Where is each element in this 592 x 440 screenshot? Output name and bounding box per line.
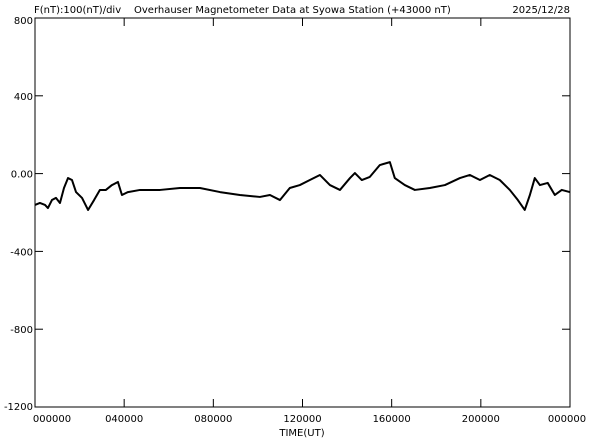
plot-frame bbox=[34, 17, 571, 408]
y-tick-label: -800 bbox=[10, 325, 33, 336]
x-tick-label: 000000 bbox=[33, 414, 71, 425]
x-tick-label: 200000 bbox=[462, 414, 500, 425]
y-tick-label: -1200 bbox=[4, 402, 33, 413]
x-axis-label: TIME(UT) bbox=[278, 428, 324, 439]
y-tick-label: -400 bbox=[10, 247, 33, 258]
y-tick-label: 800 bbox=[14, 16, 33, 27]
chart-title: Overhauser Magnetometer Data at Syowa St… bbox=[134, 5, 451, 16]
chart-date: 2025/12/28 bbox=[512, 5, 570, 16]
x-tick-label: 160000 bbox=[373, 414, 411, 425]
x-tick-label: 000000 bbox=[548, 414, 586, 425]
x-tick-label: 040000 bbox=[105, 414, 143, 425]
data-line bbox=[34, 161, 571, 211]
x-tick-label: 120000 bbox=[283, 414, 321, 425]
chart-subtitle: F(nT):100(nT)/div bbox=[34, 5, 121, 16]
y-tick-label: 0.00 bbox=[11, 170, 33, 181]
x-tick-label: 080000 bbox=[194, 414, 232, 425]
y-tick-label: 400 bbox=[14, 92, 33, 103]
